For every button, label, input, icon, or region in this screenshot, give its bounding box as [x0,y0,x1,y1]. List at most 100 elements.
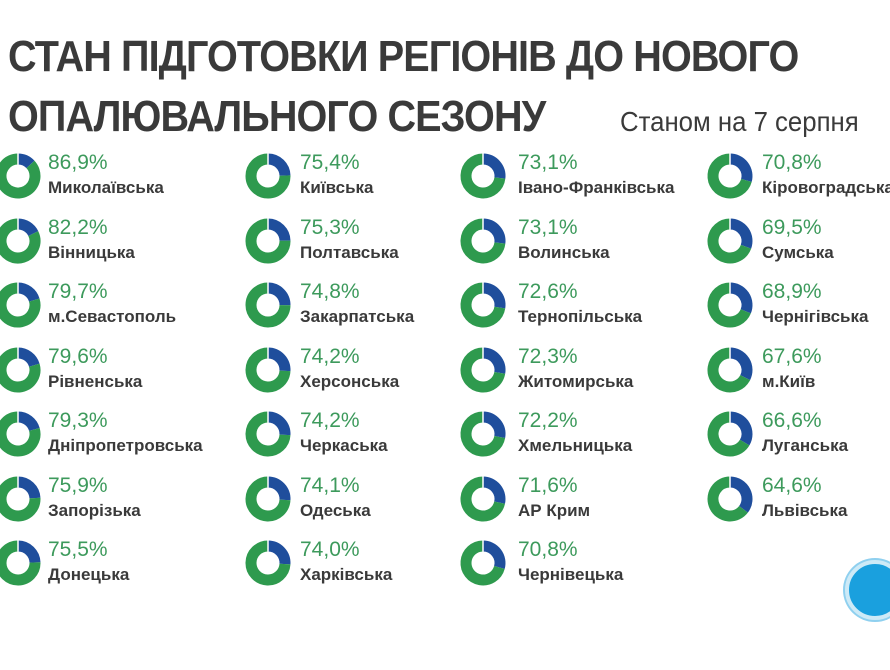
percent-label: 74,8% [300,280,360,303]
region-name: Закарпатська [300,307,415,326]
region-name: Вінницька [48,242,135,262]
donut-done-slice [0,411,41,457]
donut-1-6 [245,540,291,586]
donut-3-3 [707,347,753,392]
donut-3-0 [707,153,753,199]
donut-1-4 [245,411,291,457]
donut-done-slice [707,476,748,521]
region-name: Хмельницька [518,436,633,455]
percent-label: 72,3% [518,344,578,368]
donut-done-slice [707,153,752,199]
percent-label: 67,6% [762,344,822,368]
region-name: Херсонська [300,371,400,391]
donut-done-slice [460,540,505,586]
donut-remaining-slice [17,476,41,499]
donut-2-1 [460,218,506,263]
donut-done-slice [0,347,41,392]
region-name: Тернопільська [518,307,643,326]
percent-label: 86,9% [48,151,108,174]
donut-remaining-slice [267,411,291,436]
percent-label: 75,3% [300,215,360,239]
donut-done-slice [245,476,291,521]
region-name: Сумська [762,242,834,262]
donut-0-5 [0,476,41,521]
region-name: Черкаська [300,436,388,455]
donut-done-slice [0,282,41,328]
donut-done-slice [460,347,506,392]
region-name: Луганська [762,436,849,455]
donut-done-slice [460,153,506,199]
donut-0-1 [0,218,41,263]
percent-label: 79,6% [48,344,108,368]
region-name: Львівська [762,500,848,520]
logo-seal [845,560,890,620]
donut-remaining-slice [267,476,291,500]
subtitle-date: Станом на 7 серпня [620,106,859,137]
region-name: м.Севастополь [48,307,177,326]
donut-3-2 [707,282,753,328]
donut-remaining-slice [729,347,753,380]
donut-remaining-slice [729,282,753,314]
donut-0-0 [0,153,41,199]
donut-done-slice [707,282,751,328]
donut-0-2 [0,282,41,328]
region-name: Кіровоградська [762,178,890,197]
donut-remaining-slice [17,282,40,303]
donut-remaining-slice [267,347,291,371]
donut-2-0 [460,153,506,199]
percent-label: 79,7% [48,280,108,303]
percent-label: 72,6% [518,280,578,303]
donut-remaining-slice [729,411,753,446]
donut-remaining-slice [267,218,291,241]
percent-label: 73,1% [518,151,578,174]
donut-remaining-slice [729,218,753,249]
region-name: Запорізька [48,500,141,520]
percent-label: 75,5% [48,538,108,561]
percent-label: 73,1% [518,215,578,239]
donut-remaining-slice [17,540,41,564]
region-name: Полтавська [300,242,399,262]
region-name: Чернігівська [762,307,869,326]
donut-remaining-slice [482,347,506,374]
donut-done-slice [0,540,41,586]
donut-1-1 [245,218,291,263]
percent-label: 74,2% [300,344,360,368]
donut-done-slice [460,282,506,328]
donut-remaining-slice [729,153,753,182]
region-name: Донецька [48,565,130,584]
donut-2-5 [460,476,506,521]
donut-done-slice [460,476,505,521]
donut-1-3 [245,347,291,392]
donut-done-slice [707,347,751,392]
region-name: Рівненська [48,371,143,391]
donut-2-6 [460,540,506,586]
donut-1-0 [245,153,291,199]
percent-label: 69,5% [762,215,822,239]
donut-done-slice [245,153,291,199]
donut-0-4 [0,411,41,457]
donut-1-5 [245,476,291,521]
donut-remaining-slice [482,282,506,309]
donut-done-slice [245,218,291,263]
donut-2-2 [460,282,506,328]
region-name: Волинська [518,242,610,262]
donut-remaining-slice [17,347,40,367]
percent-label: 64,6% [762,473,822,497]
donut-done-slice [245,282,291,328]
percent-label: 66,6% [762,409,822,432]
region-name: м.Київ [762,371,816,391]
donut-remaining-slice [17,153,35,169]
title-line-2: ОПАЛЮВАЛЬНОГО СЕЗОНУ [8,92,546,141]
donut-remaining-slice [482,153,506,179]
donut-remaining-slice [17,218,39,236]
region-name: Одеська [300,500,371,520]
donut-remaining-slice [267,540,291,565]
donut-done-slice [0,476,41,521]
percent-label: 75,9% [48,473,108,497]
percent-label: 72,2% [518,409,578,432]
donut-done-slice [707,218,752,263]
donut-done-slice [707,411,750,457]
percent-label: 70,8% [518,538,578,561]
donut-0-3 [0,347,41,392]
donut-3-5 [707,476,753,521]
